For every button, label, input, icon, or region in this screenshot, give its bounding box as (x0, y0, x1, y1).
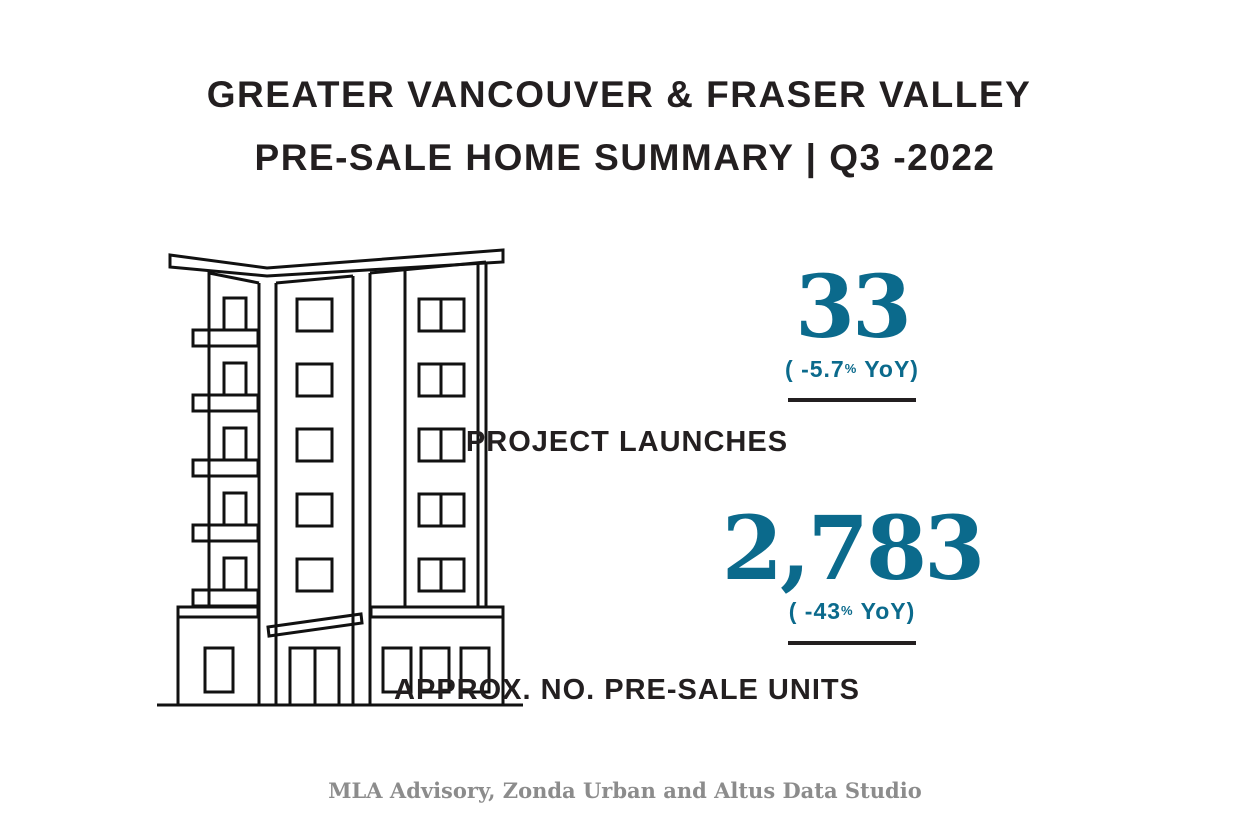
building-line (275, 274, 354, 285)
balcony (191, 328, 260, 348)
stat-yoy: ( -5.7% YoY) (652, 356, 1052, 383)
stat-value: 2,783 (721, 496, 986, 600)
balcony (191, 588, 260, 608)
building-window (295, 362, 334, 398)
divider (788, 398, 916, 402)
building-window (295, 492, 334, 528)
yoy-value: ( -43 (788, 598, 842, 624)
balcony (191, 393, 260, 413)
title-line-1: GREATER VANCOUVER & FRASER VALLEY (206, 74, 1032, 115)
balcony-door (222, 361, 248, 397)
building-window (295, 427, 334, 463)
yoy-percent: % (844, 361, 858, 376)
building-window (459, 646, 491, 694)
entrance-canopy (266, 612, 364, 638)
divider (788, 641, 916, 645)
building-roof (168, 248, 505, 278)
stat-project-launches: 33 (652, 258, 1052, 358)
balcony (191, 523, 260, 543)
stat-label: APPROX. NO. PRE-SALE UNITS (394, 674, 860, 706)
balcony-door (222, 556, 248, 592)
building-ledge (369, 605, 505, 619)
stat-presale-units: 2,783 (652, 498, 1052, 598)
yoy-percent: % (841, 603, 854, 618)
building-window (295, 297, 334, 333)
stat-value: 33 (795, 257, 912, 358)
building-window (203, 646, 235, 694)
balcony (191, 458, 260, 478)
building-line (208, 271, 260, 285)
yoy-suffix: YoY) (853, 598, 916, 624)
title-line-2: PRE-SALE HOME SUMMARY | Q3 -2022 (254, 137, 996, 178)
building-window (419, 646, 451, 694)
building-line (369, 260, 487, 275)
building-window (381, 646, 413, 694)
stat-label: PROJECT LAUNCHES (465, 426, 789, 458)
stat-yoy: ( -43% YoY) (652, 598, 1052, 625)
balcony-door (222, 296, 248, 332)
source-credit: MLA Advisory, Zonda Urban and Altus Data… (328, 778, 922, 803)
building-window (295, 557, 334, 593)
building-ledge (176, 605, 260, 619)
balcony-door (222, 491, 248, 527)
yoy-value: ( -5.7 (785, 356, 845, 382)
yoy-suffix: YoY) (857, 356, 919, 382)
